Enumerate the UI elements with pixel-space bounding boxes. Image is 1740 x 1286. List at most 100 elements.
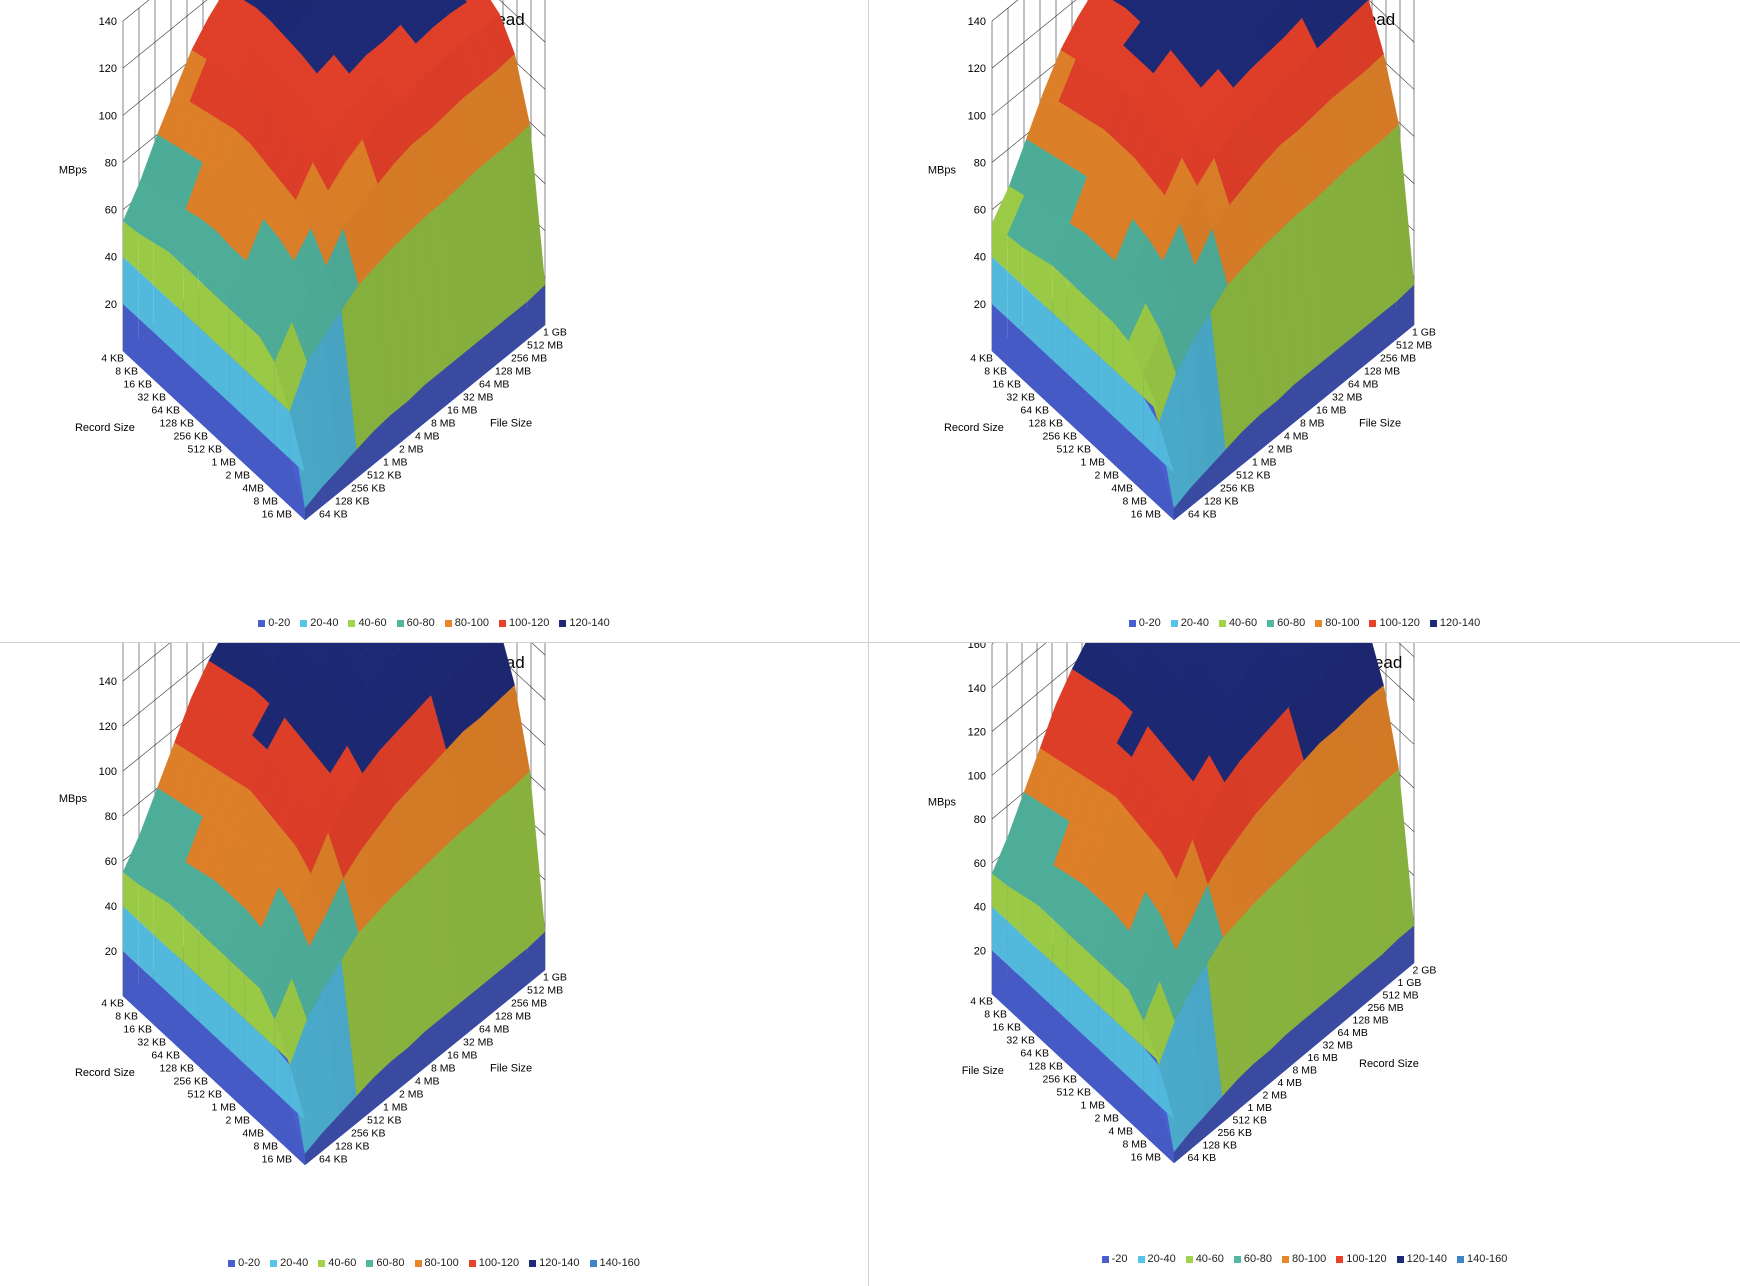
legend-swatch	[348, 619, 356, 627]
legend-swatch	[366, 1259, 374, 1267]
skirt-facet	[214, 936, 230, 960]
skirt-facet	[229, 1004, 245, 1064]
legend-label: 80-100	[1291, 1253, 1327, 1265]
skirt-facet	[1318, 994, 1334, 1043]
left-tick-label: 8 KB	[115, 366, 138, 378]
skirt-facet	[214, 388, 230, 450]
left-tick-label: 1 MB	[1080, 457, 1105, 469]
legend-item: 60-80	[396, 617, 435, 629]
left-tick-label: 128 KB	[1029, 1061, 1063, 1073]
skirt-facet	[1037, 905, 1053, 963]
skirt-facet	[1022, 332, 1038, 394]
skirt-facet	[1007, 964, 1023, 1023]
left-tick-label: 256 KB	[174, 431, 208, 443]
skirt-facet	[1143, 444, 1159, 506]
skirt-facet	[1007, 920, 1023, 979]
skirt-facet	[153, 893, 169, 949]
right-tick-label: 256 KB	[1218, 1127, 1252, 1139]
right-tick-label: 64 MB	[1348, 379, 1378, 391]
legend-item: 100-120	[498, 617, 549, 629]
legend-label: 100-120	[1379, 617, 1420, 629]
left-tick-label: 256 KB	[174, 1076, 208, 1088]
legend-label: 120-140	[569, 617, 610, 629]
right-tick-label: 1 MB	[383, 457, 408, 469]
legend-item: 120-140	[1429, 617, 1480, 629]
skirt-facet	[123, 951, 139, 1011]
left-tick-label: 256 KB	[1043, 1074, 1077, 1086]
legend-label: 20-40	[280, 1257, 309, 1269]
skirt-facet	[425, 370, 443, 423]
right-tick-label: 64 KB	[319, 509, 348, 521]
skirt-facet	[229, 298, 245, 323]
chart-legend: 0-20 20-40 40-60 60-80 80-100 100-120 120-140 1…	[0, 1257, 868, 1269]
skirt-facet	[527, 284, 545, 339]
z-axis-label: MBps	[59, 165, 88, 177]
legend-label: 140-160	[1466, 1253, 1508, 1265]
surface-skirt	[992, 223, 1414, 520]
legend-swatch	[1233, 1255, 1241, 1263]
skirt-facet	[1113, 975, 1129, 1034]
skirt-facet	[1113, 369, 1129, 431]
surface-facet	[464, 0, 471, 3]
skirt-facet	[1259, 401, 1277, 451]
surface-facet	[1143, 643, 1154, 648]
legend-label: 40-60	[1195, 1253, 1224, 1265]
z-tick-label: 160	[968, 643, 986, 651]
skirt-facet	[1052, 962, 1068, 1021]
left-tick-label: 32 KB	[137, 392, 166, 404]
legend-swatch	[1137, 1255, 1145, 1263]
skirt-facet	[274, 1091, 290, 1151]
left-axis-label: Record Size	[75, 422, 135, 434]
legend-swatch	[1369, 619, 1377, 627]
right-tick-label: 512 KB	[367, 1115, 401, 1127]
right-tick-label: 64 MB	[479, 1024, 509, 1036]
skirt-facet	[123, 221, 139, 271]
skirt-facet	[244, 322, 260, 384]
skirt-facet	[992, 223, 1008, 271]
left-tick-label: 64 KB	[151, 405, 180, 417]
skirt-facet	[244, 1063, 260, 1123]
skirt-facet	[183, 962, 199, 1022]
skirt-facet	[123, 256, 139, 318]
skirt-facet	[153, 284, 169, 347]
skirt-facet	[1143, 1091, 1159, 1149]
right-tick-label: 512 MB	[527, 340, 563, 352]
right-tick-label: 128 MB	[495, 366, 531, 378]
legend-swatch	[444, 619, 452, 627]
skirt-facet	[407, 1031, 425, 1082]
legend-item: 40-60	[318, 1257, 356, 1269]
skirt-facet	[1022, 934, 1038, 993]
skirt-facet	[1037, 948, 1053, 1007]
skirt-facet	[1242, 415, 1260, 465]
skirt-facet	[229, 308, 245, 370]
surface-facet	[364, 643, 373, 648]
skirt-facet	[138, 965, 154, 1025]
legend-label: 140-160	[599, 1257, 640, 1269]
skirt-facet	[168, 948, 184, 1008]
skirt-facet	[1067, 1020, 1083, 1079]
skirt-facet	[168, 299, 184, 361]
chart-legend: 0-20 20-40 40-60 60-80 80-100 100-120 120-140	[869, 617, 1740, 629]
skirt-facet	[1022, 284, 1038, 347]
skirt-facet	[476, 975, 494, 1026]
skirt-facet	[244, 317, 260, 337]
right-tick-label: 64 KB	[1188, 509, 1217, 521]
skirt-facet	[1362, 315, 1380, 367]
z-tick-label: 60	[105, 856, 117, 868]
left-tick-label: 4 KB	[101, 998, 124, 1010]
legend-swatch	[318, 1259, 326, 1267]
skirt-facet	[1037, 299, 1053, 361]
surface-facet	[397, 643, 405, 648]
legend-label: 0-20	[238, 1257, 261, 1269]
skirt-facet	[274, 444, 290, 506]
z-tick-label: 40	[974, 252, 986, 264]
z-axis: 20 40 60 80 100 120 140 MBps	[59, 16, 117, 311]
legend-item: 140-160	[589, 1257, 640, 1269]
skirt-facet	[1067, 928, 1083, 948]
right-tick-label: 256 KB	[351, 483, 385, 495]
left-tick-label: 512 KB	[1057, 444, 1091, 456]
right-tick-label: 2 MB	[399, 1089, 424, 1101]
legend-label: 60-80	[1277, 617, 1306, 629]
skirt-facet	[305, 487, 323, 520]
